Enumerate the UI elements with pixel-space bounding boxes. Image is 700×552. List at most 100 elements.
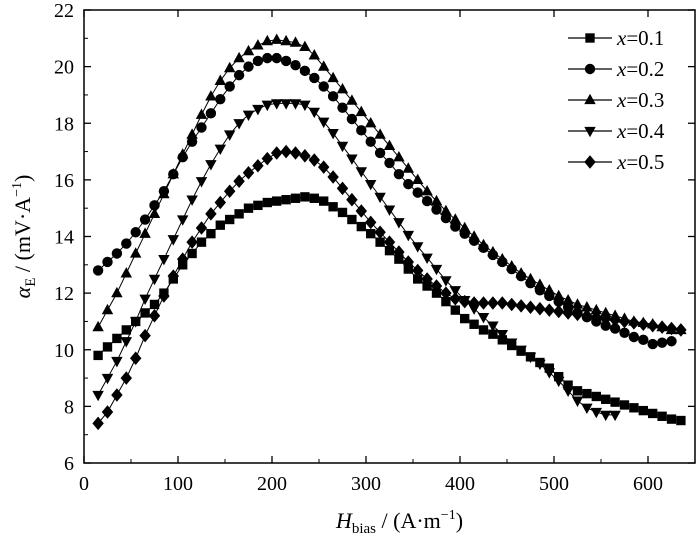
data-point-square [272,196,282,206]
data-point-triangle-up [402,162,415,173]
data-point-diamond [270,146,283,160]
data-point-circle [299,65,311,77]
data-point-triangle-up [421,184,433,196]
data-point-square [469,319,479,329]
data-point-diamond [242,166,255,180]
data-point-triangle-up [515,267,527,278]
data-point-diamond [515,299,527,313]
data-point-diamond [637,317,650,332]
data-point-circle [609,323,621,334]
data-point-square [356,221,366,232]
data-point-diamond [261,151,274,166]
data-point-circle [280,55,292,67]
data-point-triangle-up [270,33,283,44]
legend-marker-square [585,33,595,43]
data-point-square [413,274,423,284]
data-point-circle [271,52,282,64]
data-point-triangle-down [543,368,556,379]
data-point-diamond [129,351,142,366]
data-point-triangle-down [261,100,274,112]
data-point-diamond [496,296,509,310]
data-point-triangle-up [487,245,499,257]
legend-marker-triangle-up [584,93,596,105]
data-point-square [441,296,451,307]
data-point-square [582,388,592,399]
data-point-triangle-up [176,148,189,159]
data-point-triangle-down [590,407,603,419]
data-point-triangle-down [299,100,311,112]
data-point-triangle-down [346,154,358,165]
data-point-square [262,197,272,208]
data-point-triangle-down [393,218,405,229]
data-point-diamond [317,160,330,174]
data-point-diamond [364,215,377,230]
data-point-diamond [205,207,217,221]
data-point-square [563,380,573,390]
data-point-triangle-up [562,293,574,305]
data-point-diamond [158,289,170,303]
x-tick-label: 500 [539,473,569,495]
data-point-circle [224,81,235,92]
data-point-triangle-down [280,99,292,110]
data-point-square [337,207,348,218]
data-point-triangle-up [581,301,593,312]
data-point-square [403,264,413,274]
data-point-triangle-up [364,117,377,128]
legend-label: x=0.2 [616,57,664,81]
data-point-triangle-up [299,40,311,51]
series-0-4 [92,99,621,422]
data-point-circle [656,337,668,348]
data-point-triangle-up [552,289,565,301]
data-point-circle [403,178,414,190]
data-point-triangle-down [92,390,104,402]
data-point-diamond [167,269,180,283]
legend-marker-triangle-down [584,126,596,138]
data-point-triangle-down [158,254,170,266]
data-point-triangle-up [543,284,556,295]
data-point-triangle-down [355,167,368,178]
data-point-square [366,228,376,239]
data-point-square [112,333,122,344]
legend-marker-diamond [584,155,596,169]
data-point-diamond [139,328,151,343]
data-point-circle [309,72,320,84]
data-point-triangle-down [139,294,151,306]
data-point-triangle-down [515,345,527,356]
axes: 0 100 200 300 400 500 600 6 8 10 12 14 16 18 20 22 [54,0,696,495]
data-point-triangle-down [120,337,133,348]
x-tick-label: 200 [257,473,287,495]
data-point-triangle-up [317,60,330,71]
data-point-triangle-up [148,207,161,219]
data-point-triangle-down [534,359,546,371]
data-point-triangle-down [205,160,217,171]
data-point-diamond [176,252,189,266]
data-point-triangle-down [111,356,123,368]
data-point-triangle-down [176,215,189,226]
data-point-triangle-up [346,94,358,105]
data-point-diamond [393,245,405,259]
data-point-triangle-down [421,253,433,264]
data-point-square [478,325,489,335]
data-point-square [666,414,677,424]
data-point-diamond [411,263,424,278]
data-point-circle [450,221,461,232]
data-point-square [206,228,216,239]
data-point-circle [337,102,348,113]
data-point-circle [356,125,367,136]
data-point-diamond [223,184,236,198]
y-tick-label: 14 [54,227,74,249]
data-point-circle [421,195,433,207]
data-point-circle [619,327,630,338]
data-point-circle [233,69,245,81]
data-point-triangle-up [308,49,321,60]
data-point-triangle-down [214,144,227,155]
data-point-circle [365,136,376,147]
series-line [97,57,672,345]
data-point-square [676,415,686,426]
x-tick-label: 600 [633,473,663,495]
data-point-triangle-down [233,119,245,130]
data-point-diamond [111,388,123,402]
data-point-diamond [656,320,668,334]
data-point-square [140,308,150,318]
data-point-circle [628,331,640,343]
